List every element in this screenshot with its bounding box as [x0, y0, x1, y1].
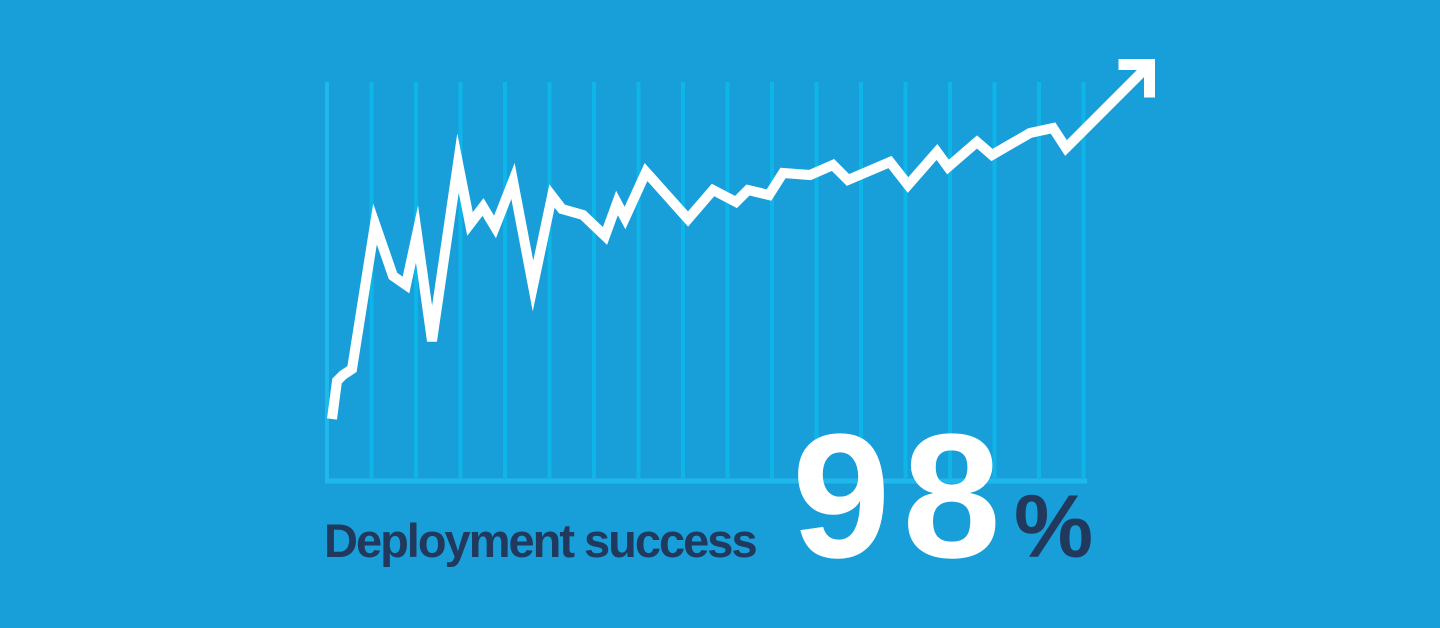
chart-caption-label: Deployment success	[324, 514, 758, 567]
chart-gridlines	[369, 82, 1086, 478]
success-rate-value: 98	[792, 397, 1013, 595]
arrow-up-right-icon	[1118, 59, 1155, 98]
trend-line	[327, 62, 1152, 420]
percent-unit: %	[1014, 476, 1094, 576]
